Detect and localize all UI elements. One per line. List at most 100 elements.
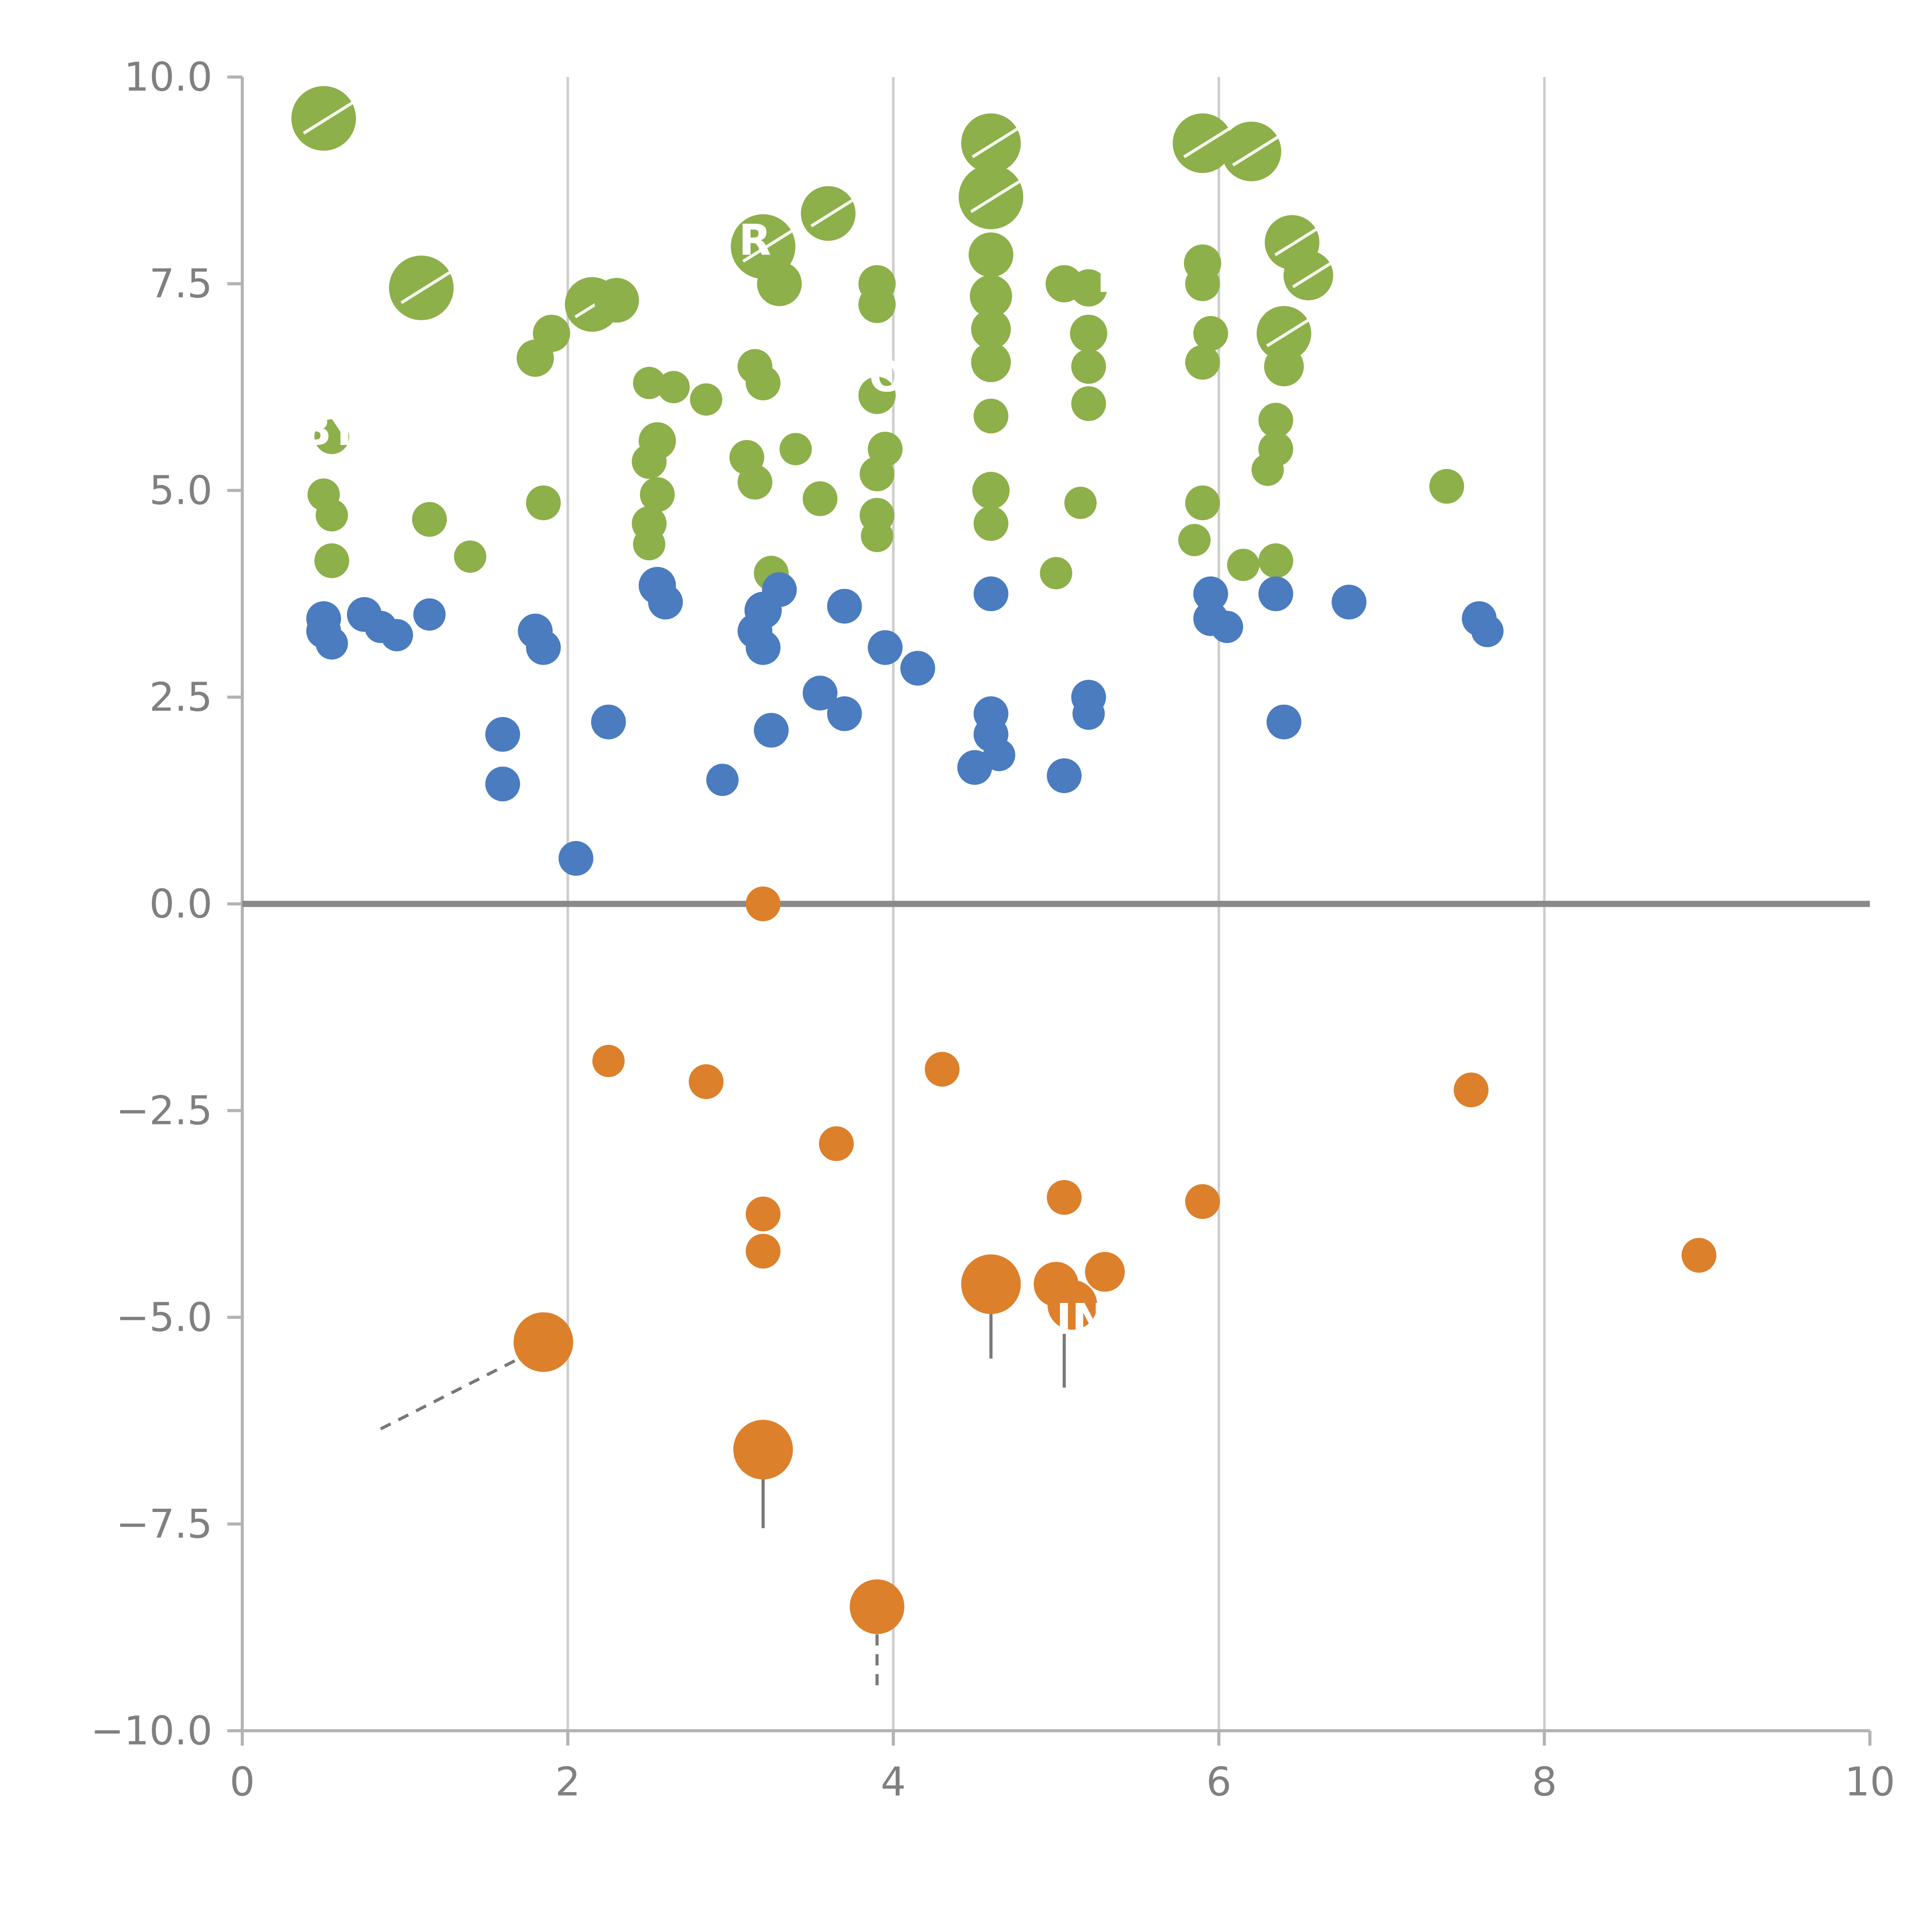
series-green-point <box>315 499 348 532</box>
series-orange-point <box>850 1579 905 1634</box>
series-green-point <box>745 366 781 401</box>
series-orange-point <box>819 1126 854 1161</box>
series-orange-point <box>689 1064 724 1099</box>
series-green-point <box>968 232 1014 277</box>
white-pointer-line <box>1232 134 1281 167</box>
y-tick-label: −2.5 <box>116 1088 213 1134</box>
y-tick-label: −7.5 <box>116 1501 213 1548</box>
series-orange-point <box>1047 1280 1097 1330</box>
series-green-point <box>1071 386 1106 421</box>
series-blue-point <box>803 675 838 711</box>
series-orange-point <box>745 886 781 922</box>
white-pointer-line <box>303 100 355 135</box>
series-green-point <box>1185 345 1220 380</box>
y-tick-label: −5.0 <box>116 1294 213 1341</box>
series-blue-point <box>648 585 683 620</box>
series-green-point <box>973 506 1009 541</box>
series-green-point <box>412 502 447 537</box>
white-pointer-line <box>971 126 1020 158</box>
series-orange-point <box>1185 1184 1220 1219</box>
series-green-point <box>1040 557 1072 590</box>
series-green-point <box>961 113 1021 173</box>
series-blue-point <box>745 630 781 665</box>
series-green-point <box>632 444 667 479</box>
series-orange-point <box>1681 1238 1716 1273</box>
series-orange-point <box>961 1254 1021 1314</box>
series-blue-point <box>867 630 903 665</box>
series-green-point <box>526 485 561 520</box>
white-pointer-line <box>810 198 855 228</box>
series-blue-point <box>1047 758 1082 793</box>
series-blue-point <box>558 841 594 876</box>
y-tick-label: 5.0 <box>149 468 213 514</box>
series-blue-point <box>762 572 797 607</box>
y-tick-label: 10.0 <box>124 54 213 100</box>
y-tick-label: 7.5 <box>149 261 213 307</box>
series-green-point <box>1429 469 1464 504</box>
leader-line <box>380 1350 533 1430</box>
series-blue-point <box>526 630 561 665</box>
series-blue-point <box>485 717 520 752</box>
label-fragment: E <box>1097 253 1126 302</box>
series-blue-point <box>1211 611 1243 643</box>
series-blue-point <box>315 627 348 660</box>
x-tick-label: 10 <box>1845 1759 1895 1805</box>
series-blue-point <box>973 576 1009 611</box>
label-fragment: BY <box>299 406 360 455</box>
series-green-point <box>291 86 356 151</box>
white-pointer-line <box>400 270 453 304</box>
series-green-point <box>1070 315 1107 352</box>
series-green-point <box>959 165 1024 230</box>
series-blue-point <box>1266 704 1301 740</box>
white-pointer-line <box>1274 227 1319 257</box>
series-green-point <box>1193 316 1228 351</box>
series-orange-point <box>745 1196 781 1231</box>
series-green-point <box>1227 549 1260 581</box>
series-green-point <box>594 278 639 323</box>
x-tick-label: 4 <box>881 1759 906 1805</box>
series-green-point <box>779 433 812 466</box>
x-tick-label: 2 <box>555 1759 580 1805</box>
series-blue-point <box>983 739 1015 771</box>
series-green-point <box>801 186 856 241</box>
series-orange-point <box>733 1420 793 1480</box>
series-green-point <box>1178 524 1211 556</box>
series-green-point <box>858 286 896 323</box>
series-green-point <box>454 540 486 573</box>
series-blue-point <box>753 713 789 748</box>
series-green-point <box>859 456 895 492</box>
series-blue <box>306 567 1504 876</box>
series-green-point <box>1173 113 1233 173</box>
white-pointer-line <box>1266 318 1311 347</box>
series-blue-point <box>900 651 935 686</box>
series-orange-point <box>745 1233 781 1269</box>
series-orange-point <box>514 1312 573 1372</box>
series-green-point <box>757 261 802 306</box>
series-blue-point <box>827 696 862 731</box>
series-green-point <box>1185 485 1220 520</box>
series-green-point <box>1257 306 1311 361</box>
series-orange-point <box>1454 1072 1489 1107</box>
series-blue-point <box>591 704 626 740</box>
series-green-point <box>1258 543 1293 578</box>
series-green-point <box>657 371 690 403</box>
x-tick-label: 6 <box>1206 1759 1231 1805</box>
series-orange-point <box>1085 1252 1125 1292</box>
label-fragment: O <box>869 352 905 401</box>
white-pointer-line <box>742 228 795 263</box>
white-pointer-line <box>1183 126 1232 158</box>
series-green-point <box>314 543 349 578</box>
series-green <box>291 86 1464 591</box>
y-tick-label: 2.5 <box>149 674 213 721</box>
series-green-point <box>1258 403 1293 438</box>
series-green-point <box>1071 349 1106 384</box>
x-tick-label: 8 <box>1532 1759 1557 1805</box>
series-green-point <box>973 398 1009 434</box>
series-blue-point <box>706 764 739 796</box>
series-green-point <box>1251 453 1284 486</box>
series-blue-point <box>1332 585 1367 620</box>
x-tick-label: 0 <box>230 1759 255 1805</box>
